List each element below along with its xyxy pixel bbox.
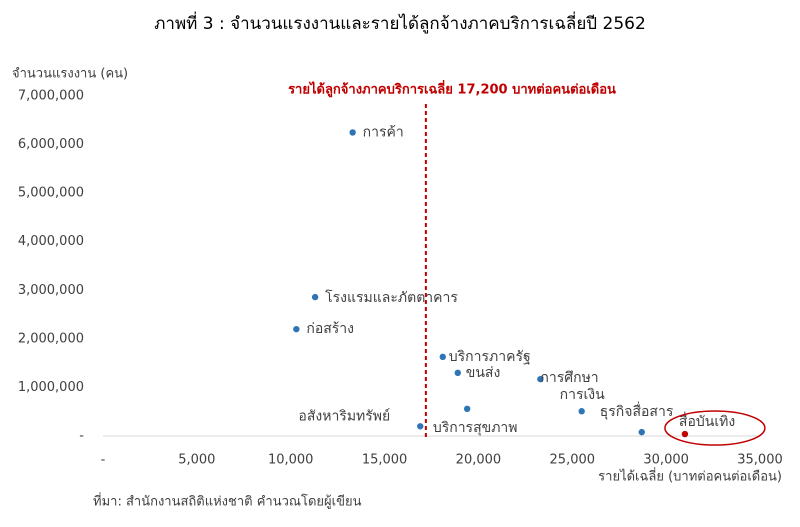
- point-label: ธุรกิจสื่อสาร: [600, 402, 674, 420]
- y-tick-label: 2,000,000: [18, 331, 84, 346]
- point-label: ขนส่ง: [466, 365, 501, 381]
- chart-title: ภาพที่ 3 : จำนวนแรงงานและรายได้ลูกจ้างภา…: [154, 11, 646, 34]
- y-tick-label: 7,000,000: [18, 89, 84, 104]
- source-note: ที่มา: สำนักงานสถิติแห่งชาติ คำนวณโดยผู้…: [93, 493, 362, 510]
- point-label: บริการสุขภาพ: [433, 420, 518, 436]
- point: [638, 428, 645, 436]
- point: [349, 129, 356, 136]
- point-label: การศึกษา: [540, 370, 598, 386]
- x-axis-label: รายได้เฉลี่ย (บาทต่อคนต่อเดือน): [598, 468, 782, 485]
- highlight-ellipse: [664, 410, 766, 446]
- x-tick-label: 5,000: [178, 453, 215, 468]
- point-label: การเงิน: [560, 387, 605, 403]
- x-tick-label: 20,000: [456, 453, 502, 468]
- point-label: บริการภาครัฐ: [449, 349, 531, 365]
- point: [537, 375, 544, 383]
- x-tick-label: 30,000: [643, 453, 689, 468]
- point-label: โรงแรมและภัตตาคาร: [325, 289, 458, 306]
- y-tick-label: 1,000,000: [18, 380, 84, 395]
- y-tick-label: 3,000,000: [18, 283, 84, 298]
- x-tick-label: 25,000: [550, 453, 596, 468]
- point: [681, 430, 689, 438]
- x-tick-label: 15,000: [362, 453, 408, 468]
- point-label: การค้า: [363, 124, 404, 140]
- point-label: ก่อสร้าง: [306, 321, 354, 337]
- point: [417, 423, 424, 430]
- y-tick-label: 5,000,000: [18, 186, 84, 201]
- x-tick-label: -: [101, 453, 106, 468]
- y-axis-label: จำนวนแรงงาน (คน): [12, 67, 128, 82]
- point-label: สื่อบันเทิง: [679, 412, 735, 430]
- x-tick-label: 10,000: [268, 453, 314, 468]
- point: [311, 293, 319, 301]
- point: [293, 325, 300, 333]
- point-label: อสังหาริมทรัพย์: [298, 407, 390, 424]
- y-tick-label: 4,000,000: [18, 234, 84, 249]
- point: [454, 369, 461, 377]
- y-tick-label: 6,000,000: [18, 137, 84, 152]
- point: [439, 353, 446, 361]
- y-tick-label: -: [79, 429, 84, 444]
- x-tick-label: 35,000: [737, 453, 783, 468]
- reference-label: รายได้ลูกจ้างภาคบริการเฉลี่ย 17,200 บาทต…: [288, 80, 616, 98]
- point: [578, 408, 585, 415]
- point: [463, 405, 471, 412]
